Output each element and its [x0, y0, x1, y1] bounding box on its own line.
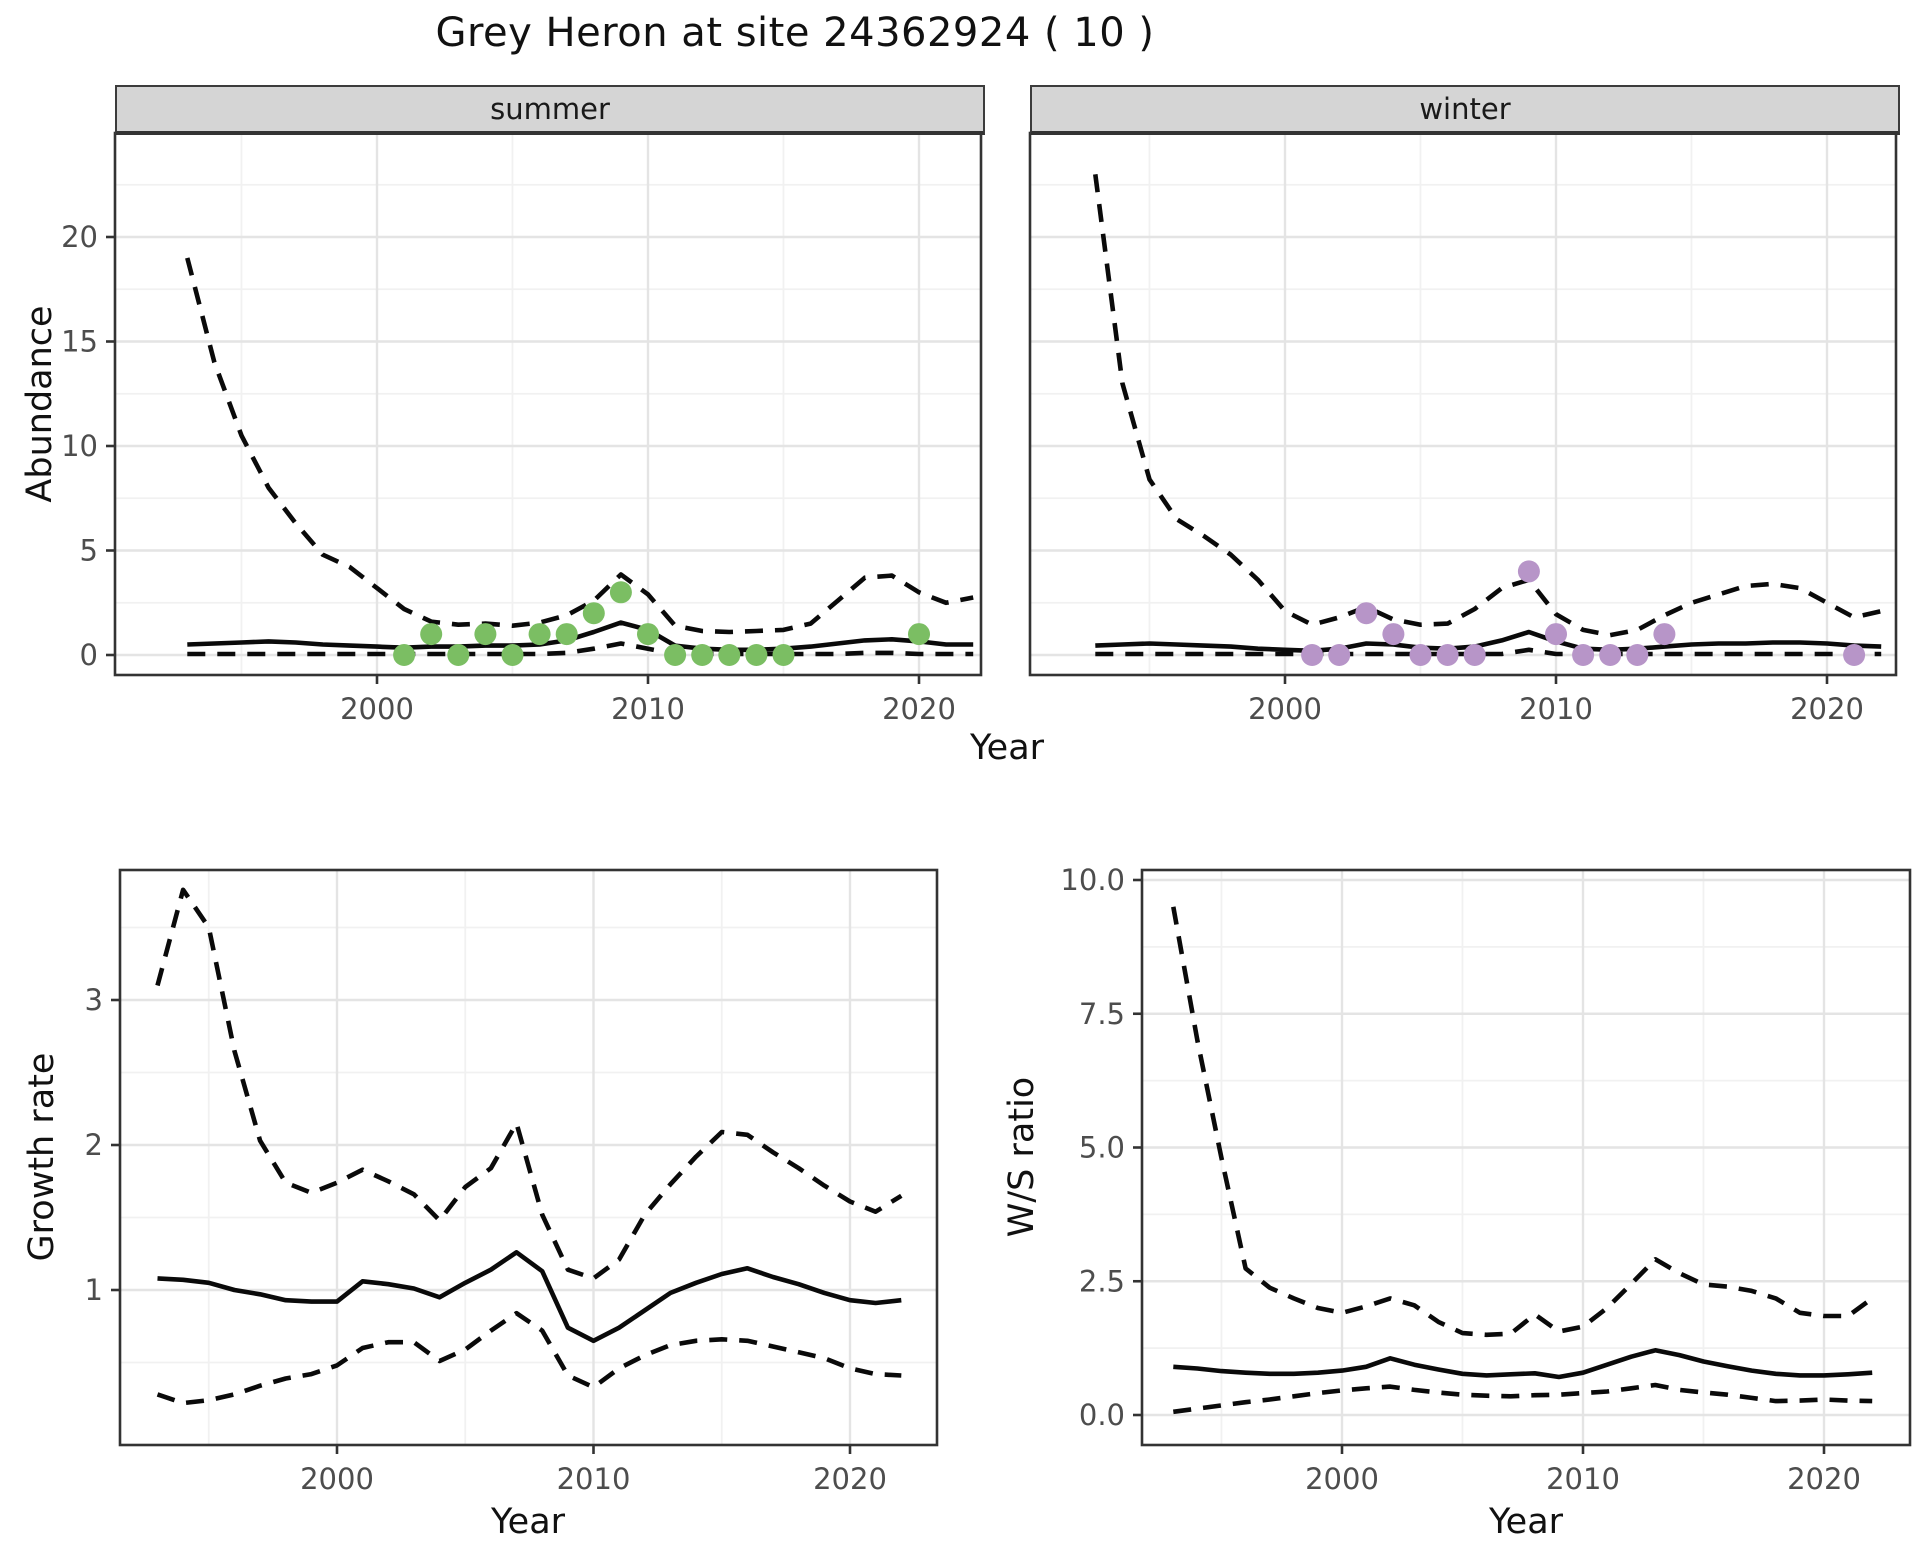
abundance-winter-x-tick-label: 2010 [1519, 692, 1593, 726]
ws-ratio-upper-ci-line [1171, 906, 1874, 1338]
growth-rate-y-tick-label: 2 [85, 1128, 103, 1162]
abundance-winter-mean-line [1095, 629, 1882, 654]
abundance-winter-observation-point [1572, 644, 1595, 666]
ws-ratio-y-tick-label: 2.5 [1079, 1264, 1125, 1298]
abundance-winter-upper-ci-line [1093, 174, 1882, 638]
growth-rate-panel-border [118, 868, 939, 1447]
abundance-summer-observation-point [691, 644, 714, 666]
ws-ratio-y-tick-label: 5.0 [1079, 1131, 1125, 1165]
abundance-winter-lower-ci-line [1095, 647, 1882, 657]
abundance-summer-lower-ci-line [187, 641, 974, 657]
abundance-summer-observation-point [555, 623, 578, 646]
abundance-summer-observation-point [664, 644, 687, 666]
facet-strip-summer: summer [115, 85, 985, 135]
abundance-winter-observation-point [1409, 644, 1432, 666]
abundance-summer-observation-point [501, 644, 524, 666]
abundance-winter-x-tick-label: 2000 [1248, 692, 1322, 726]
chart-title: Grey Heron at site 24362924 ( 10 ) [435, 10, 1155, 56]
abundance-summer-y-tick-label: 20 [61, 220, 98, 254]
abundance-summer-observation-point [772, 644, 795, 666]
ws-ratio-panel-border [1140, 868, 1912, 1447]
growth-rate-lower-ci-line [156, 1310, 902, 1406]
abundance-winter-observation-point [1653, 623, 1676, 646]
abundance-winter-observation-point [1463, 644, 1486, 666]
abundance-summer-y-tick-label: 10 [61, 429, 98, 463]
abundance-winter-observation-point [1436, 644, 1459, 666]
y-axis-title-abundance: Abundance [20, 305, 60, 503]
growth-rate-upper-ci-line [155, 887, 903, 1281]
facet-strip-winter-label: winter [1419, 92, 1511, 126]
ws-ratio-lower-ci-line [1172, 1382, 1873, 1415]
growth-rate-y-tick-label: 3 [85, 983, 103, 1017]
ws-ratio-panel [1142, 870, 1910, 1445]
abundance-summer-observation-point [745, 644, 768, 666]
abundance-winter-observation-point [1626, 644, 1649, 666]
abundance-winter-observation-point [1599, 644, 1622, 666]
y-axis-title-ws-ratio: W/S ratio [1002, 1076, 1042, 1238]
facet-strip-summer-label: summer [490, 92, 610, 126]
abundance-summer-observation-point [637, 623, 659, 646]
facet-strip-winter: winter [1030, 85, 1900, 135]
ws-ratio-x-tick-label: 2000 [1305, 1462, 1379, 1496]
ws-ratio-y-tick-label: 0.0 [1079, 1398, 1125, 1432]
ws-ratio-y-tick-label: 10.0 [1060, 863, 1125, 897]
y-axis-title-growth-rate: Growth rate [22, 1052, 62, 1262]
abundance-summer-observation-point [474, 623, 497, 646]
abundance-summer-x-tick-label: 2010 [611, 692, 685, 726]
abundance-summer-y-tick-label: 15 [61, 325, 98, 359]
abundance-summer-observation-point [718, 644, 741, 666]
abundance-winter-x-tick-label: 2020 [1790, 692, 1864, 726]
abundance-winter-observation-point [1545, 623, 1567, 646]
growth-rate-mean-line [157, 1250, 902, 1344]
abundance-summer-y-tick-label: 5 [80, 534, 98, 568]
abundance-summer-upper-ci-line [185, 257, 974, 635]
x-axis-title-year-top: Year [969, 728, 1045, 768]
ws-ratio-x-tick-label: 2020 [1787, 1462, 1861, 1496]
abundance-summer-x-tick-label: 2020 [882, 692, 956, 726]
x-axis-title-year-ws: Year [1488, 1502, 1564, 1542]
growth-rate-x-tick-label: 2020 [813, 1462, 887, 1496]
abundance-summer-x-tick-label: 2000 [340, 692, 414, 726]
abundance-winter-observation-point [1355, 602, 1378, 625]
abundance-winter-observation-point [1382, 623, 1405, 646]
growth-rate-y-tick-label: 1 [85, 1273, 103, 1307]
abundance-summer-observation-point [908, 623, 930, 646]
abundance-summer-panel [115, 133, 981, 675]
growth-rate-x-tick-label: 2010 [557, 1462, 631, 1496]
growth-rate-x-tick-label: 2000 [300, 1462, 374, 1496]
ws-ratio-x-tick-label: 2010 [1546, 1462, 1620, 1496]
abundance-winter-observation-point [1301, 644, 1324, 666]
abundance-summer-observation-point [528, 623, 551, 646]
abundance-summer-observation-point [393, 644, 416, 666]
abundance-summer-mean-line [187, 620, 974, 653]
abundance-winter-observation-point [1517, 560, 1540, 583]
abundance-summer-observation-point [582, 602, 605, 625]
ws-ratio-mean-line [1173, 1348, 1873, 1380]
abundance-summer-y-tick-label: 0 [80, 638, 98, 672]
x-axis-title-year-growth: Year [490, 1502, 566, 1542]
abundance-summer-observation-point [609, 581, 632, 604]
abundance-winter-observation-point [1843, 644, 1866, 666]
abundance-summer-observation-point [420, 623, 443, 646]
abundance-winter-observation-point [1328, 644, 1351, 666]
abundance-summer-observation-point [447, 644, 470, 666]
abundance-winter-panel [1030, 133, 1896, 675]
ws-ratio-y-tick-label: 7.5 [1079, 997, 1125, 1031]
